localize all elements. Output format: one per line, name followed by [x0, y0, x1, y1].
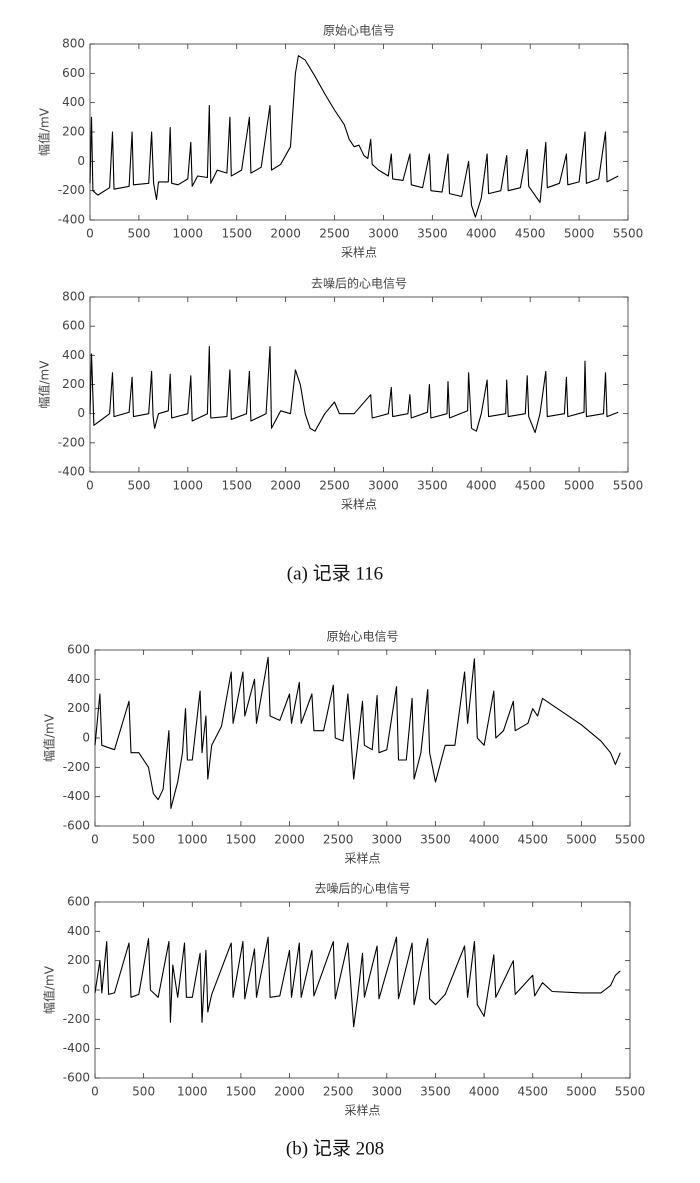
signal-line — [89, 55, 619, 218]
x-tick-label: 2000 — [274, 833, 305, 847]
caption: (b) 记录 208 — [286, 1137, 384, 1159]
y-axis-label: 幅值/mV — [42, 965, 57, 1014]
y-tick-label: 0 — [77, 406, 85, 420]
x-tick-label: 3000 — [368, 479, 399, 493]
x-tick-label: 1000 — [177, 1085, 208, 1099]
chart-title: 去噪后的心电信号 — [314, 881, 410, 896]
y-tick-label: 600 — [62, 66, 85, 80]
x-tick-label: 4000 — [466, 227, 497, 241]
x-tick-label: 3500 — [417, 479, 448, 493]
y-axis-label: 幅值/mV — [37, 360, 52, 409]
x-tick-label: 3000 — [372, 833, 403, 847]
chart-title: 去噪后的心电信号 — [311, 276, 407, 291]
y-tick-label: 0 — [77, 154, 85, 168]
y-tick-label: -200 — [63, 1012, 90, 1026]
y-tick-label: 0 — [82, 731, 90, 745]
y-tick-label: -600 — [63, 1071, 90, 1085]
x-tick-label: 3000 — [368, 227, 399, 241]
y-tick-label: 600 — [67, 643, 90, 657]
y-tick-label: -200 — [58, 435, 85, 449]
x-tick-label: 4000 — [469, 833, 500, 847]
x-tick-label: 2000 — [270, 479, 301, 493]
x-tick-label: 1500 — [226, 833, 257, 847]
signal-line — [94, 936, 621, 1028]
y-tick-label: 200 — [67, 953, 90, 967]
x-axis-label: 采样点 — [341, 245, 377, 260]
x-tick-label: 1500 — [221, 227, 252, 241]
y-tick-label: 600 — [62, 319, 85, 333]
x-tick-label: 5000 — [564, 479, 595, 493]
x-tick-label: 500 — [132, 833, 155, 847]
y-tick-label: 200 — [62, 125, 85, 139]
chart-title: 原始心电信号 — [326, 630, 398, 644]
x-axis-label: 采样点 — [344, 1103, 380, 1118]
x-tick-label: 2500 — [323, 1085, 354, 1099]
x-tick-label: 4500 — [515, 227, 546, 241]
y-tick-label: 0 — [82, 983, 90, 997]
x-tick-label: 4000 — [469, 1085, 500, 1099]
x-tick-label: 5500 — [615, 1085, 646, 1099]
signal-line — [94, 656, 621, 809]
y-tick-label: -400 — [58, 213, 85, 227]
signal-line — [89, 346, 619, 434]
x-tick-label: 5500 — [613, 227, 644, 241]
x-tick-label: 4500 — [517, 1085, 548, 1099]
plot-frame — [94, 649, 631, 827]
x-tick-label: 500 — [127, 479, 150, 493]
y-tick-label: 600 — [67, 895, 90, 909]
y-tick-label: 800 — [62, 290, 85, 304]
x-tick-label: 2500 — [319, 227, 350, 241]
x-tick-label: 4500 — [517, 833, 548, 847]
y-tick-label: 400 — [62, 348, 85, 362]
x-tick-label: 5500 — [615, 833, 646, 847]
y-tick-label: 400 — [67, 924, 90, 938]
x-tick-label: 3500 — [420, 1085, 451, 1099]
y-axis-label: 幅值/mV — [42, 713, 57, 762]
y-tick-label: -200 — [63, 760, 90, 774]
x-tick-label: 3500 — [420, 833, 451, 847]
x-tick-label: 1500 — [221, 479, 252, 493]
x-tick-label: 5000 — [566, 1085, 597, 1099]
x-tick-label: 1000 — [177, 833, 208, 847]
x-tick-label: 3500 — [417, 227, 448, 241]
x-tick-label: 500 — [132, 1085, 155, 1099]
y-tick-label: 800 — [62, 37, 85, 51]
x-tick-label: 2000 — [274, 1085, 305, 1099]
x-axis-label: 采样点 — [341, 497, 377, 512]
y-tick-label: 200 — [67, 701, 90, 715]
x-tick-label: 0 — [91, 833, 99, 847]
x-tick-label: 3000 — [372, 1085, 403, 1099]
x-tick-label: 5000 — [564, 227, 595, 241]
chart-title: 原始心电信号 — [323, 24, 395, 38]
y-tick-label: 200 — [62, 377, 85, 391]
y-tick-label: -400 — [58, 465, 85, 479]
y-tick-label: -200 — [58, 183, 85, 197]
x-tick-label: 4500 — [515, 479, 546, 493]
x-tick-label: 1000 — [173, 479, 204, 493]
x-tick-label: 1500 — [226, 1085, 257, 1099]
x-tick-label: 5000 — [566, 833, 597, 847]
y-tick-label: 400 — [67, 672, 90, 686]
plot-frame — [89, 43, 629, 221]
x-tick-label: 5500 — [613, 479, 644, 493]
x-tick-label: 0 — [91, 1085, 99, 1099]
x-tick-label: 0 — [86, 479, 94, 493]
x-tick-label: 1000 — [173, 227, 204, 241]
x-tick-label: 2500 — [323, 833, 354, 847]
x-tick-label: 4000 — [466, 479, 497, 493]
y-tick-label: -400 — [63, 1041, 90, 1055]
y-tick-label: 400 — [62, 95, 85, 109]
x-tick-label: 2000 — [270, 227, 301, 241]
x-axis-label: 采样点 — [344, 851, 380, 866]
y-tick-label: -400 — [63, 789, 90, 803]
x-tick-label: 2500 — [319, 479, 350, 493]
y-axis-label: 幅值/mV — [37, 107, 52, 156]
plot-frame — [94, 901, 631, 1079]
caption: (a) 记录 116 — [287, 562, 383, 584]
x-tick-label: 500 — [127, 227, 150, 241]
y-tick-label: -600 — [63, 819, 90, 833]
x-tick-label: 0 — [86, 227, 94, 241]
